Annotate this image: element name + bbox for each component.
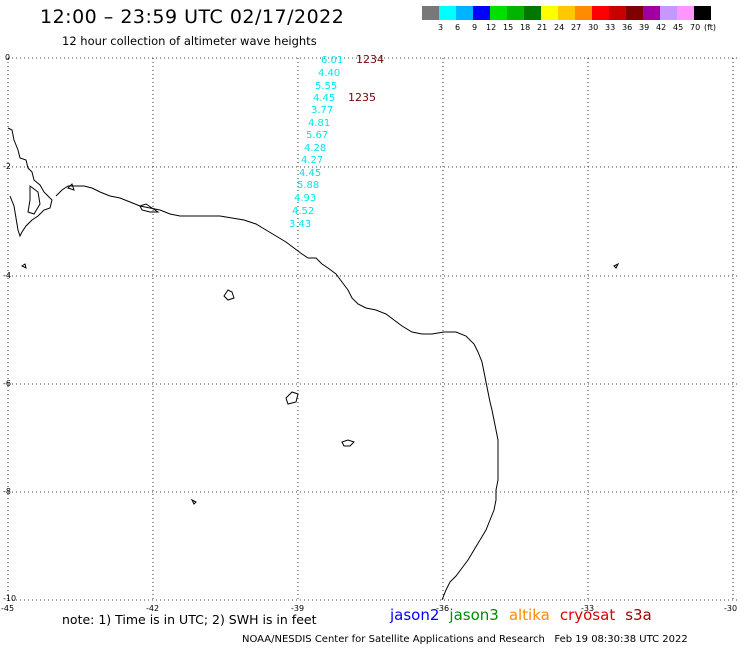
swh-value: 4.45 — [299, 168, 321, 179]
swh-value: 3.77 — [311, 105, 333, 116]
legend-swatch — [660, 6, 677, 20]
swh-value: 4.28 — [304, 143, 326, 154]
legend-swatch — [558, 6, 575, 20]
swh-value: 4.93 — [294, 193, 316, 204]
legend-swatch — [439, 6, 456, 20]
legend-label-45: 45 — [673, 23, 683, 32]
lat-label-m6: -6 — [3, 379, 11, 388]
pass-label-1234: 1234 — [356, 53, 384, 66]
legend-unit: (ft) — [704, 23, 716, 32]
legend-swatch — [473, 6, 490, 20]
legend-label-36: 36 — [622, 23, 632, 32]
legend-label-15: 15 — [503, 23, 513, 32]
legend-swatch — [456, 6, 473, 20]
legend-swatch — [626, 6, 643, 20]
page-subtitle: 12 hour collection of altimeter wave hei… — [62, 34, 317, 48]
legend-label-42: 42 — [656, 23, 666, 32]
swh-value: 4.52 — [292, 206, 314, 217]
legend-label-30: 30 — [588, 23, 598, 32]
lat-label-m2: -2 — [3, 162, 11, 171]
footer-credit: NOAA/NESDIS Center for Satellite Applica… — [242, 634, 545, 645]
satellite-s3a: s3a — [625, 606, 652, 624]
legend-label-70: 70 — [690, 23, 700, 32]
lat-lon-grid — [7, 57, 738, 601]
lat-label-m8: -8 — [3, 487, 11, 496]
note-text: note: 1) Time is in UTC; 2) SWH is in fe… — [62, 612, 317, 627]
lon-label-m42: -42 — [146, 604, 159, 613]
lon-label-m36: -36 — [436, 604, 449, 613]
lat-label-m4: -4 — [3, 271, 11, 280]
latitude-labels: 0 -2 -4 -6 -8 -10 — [3, 53, 16, 603]
legend-label-27: 27 — [571, 23, 581, 32]
lon-label-m33: -33 — [581, 604, 594, 613]
swh-value: 4.45 — [313, 93, 335, 104]
swh-value: 4.27 — [301, 155, 323, 166]
lon-label-m39: -39 — [291, 604, 304, 613]
legend-label-33: 33 — [605, 23, 615, 32]
legend-label-18: 18 — [520, 23, 530, 32]
lon-label-m45: -45 — [1, 604, 14, 613]
page-title: 12:00 – 23:59 UTC 02/17/2022 — [40, 6, 345, 28]
legend-label-39: 39 — [639, 23, 649, 32]
longitude-labels: -45 -42 -39 -36 -33 -30 — [1, 604, 737, 613]
pass-label-1235: 1235 — [348, 91, 376, 104]
legend-label-6: 6 — [455, 23, 460, 32]
swh-track: 6.01 4.40 5.55 4.45 3.77 4.81 5.67 4.28 … — [289, 55, 343, 230]
legend-label-24: 24 — [554, 23, 564, 32]
lon-label-m30: -30 — [724, 604, 737, 613]
legend-swatch — [609, 6, 626, 20]
lat-label-0: 0 — [5, 53, 10, 62]
legend-swatch — [694, 6, 711, 20]
satellite-jason3: jason3 — [449, 606, 499, 624]
swh-value: 3.43 — [289, 219, 311, 230]
legend-label-9: 9 — [472, 23, 477, 32]
legend-swatch — [643, 6, 660, 20]
swh-value: 6.01 — [321, 55, 343, 66]
pass-labels: 1234 1235 — [348, 53, 384, 104]
coastline — [7, 127, 499, 601]
islands — [21, 262, 620, 505]
color-scale-labels: 3 6 9 12 15 18 21 24 27 30 33 36 39 42 4… — [438, 23, 716, 32]
legend-swatch — [524, 6, 541, 20]
legend-swatch — [507, 6, 524, 20]
swh-value: 5.67 — [306, 130, 328, 141]
legend-swatch — [541, 6, 558, 20]
footer: NOAA/NESDIS Center for Satellite Applica… — [242, 634, 688, 645]
swh-value: 4.40 — [318, 68, 340, 79]
legend-swatch — [592, 6, 609, 20]
legend-label-12: 12 — [486, 23, 496, 32]
swh-value: 4.81 — [308, 118, 330, 129]
swh-value: 5.55 — [315, 81, 337, 92]
legend-swatch — [490, 6, 507, 20]
lat-label-m10: -10 — [3, 594, 16, 603]
satellite-jason2: jason2 — [390, 606, 440, 624]
legend-label-21: 21 — [537, 23, 547, 32]
satellite-altika: altika — [508, 606, 550, 624]
color-scale-legend — [422, 6, 711, 20]
satellite-legend: jason2 jason3 altika cryosat s3a — [390, 606, 662, 624]
legend-label-3: 3 — [438, 23, 443, 32]
satellite-cryosat: cryosat — [559, 606, 616, 624]
swh-value: 5.88 — [297, 180, 319, 191]
legend-swatch — [677, 6, 694, 20]
legend-swatch — [422, 6, 439, 20]
footer-timestamp: Feb 19 08:30:38 UTC 2022 — [554, 634, 688, 645]
legend-swatch — [575, 6, 592, 20]
